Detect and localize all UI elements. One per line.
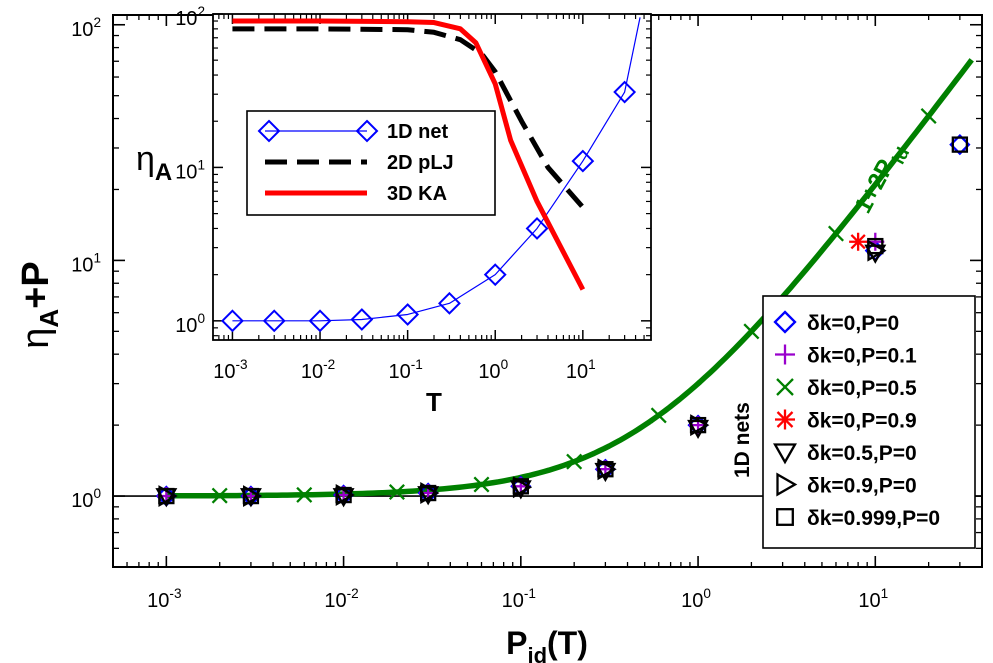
data-point-cross [827,225,844,242]
inset-x-axis-label: T [426,387,442,417]
legend-marker-cross [776,378,794,396]
legend-label: δk=0.5,P=0 [807,442,917,465]
legend-label: δk=0,P=0 [807,312,899,335]
inset-y-tick-label: 100 [175,311,205,337]
inset-legend-label: 3D KA [387,183,447,205]
main-legend-box [762,295,976,549]
data-point-square [335,486,352,504]
inset-y-tick-label: 102 [175,4,205,30]
inset-x-tick-label: 10-3 [213,357,247,383]
x-tick-label: 10-3 [147,586,181,612]
inset-plot: 10-3 10-2 10-1 100 101 100 101 102 1D net 2D pLJ 3… [136,4,652,417]
x-tick-label: 100 [681,586,711,612]
inset-y-tick-label: 101 [175,157,205,183]
inset-data-point-diamond [438,291,461,315]
inset-data-point-diamond [262,309,286,333]
x-tick-label: 101 [858,586,888,612]
legend-label: δk=0.9,P=0 [807,475,917,498]
inset-data-point-diamond [483,263,507,287]
legend-label: δk=0.999,P=0 [807,507,940,530]
legend-marker-star [775,409,795,430]
inset-data-point-diamond [525,217,549,240]
inset-data [221,17,641,333]
inset-data-point-diamond [396,303,420,326]
data-point-star [849,232,868,251]
inset-legend-label: 1D net [387,121,448,143]
data-point-cross [743,323,760,340]
inset-data-point-diamond [613,80,637,104]
inset-x-tick-label: 101 [566,357,596,383]
data-point-square [951,136,969,153]
inset-legend-box [246,110,496,216]
inset-line-solid-thick [232,18,586,291]
main-legend: δk=0,P=0 δk=0,P=0.1 δk=0,P=0.5 δk=0,P=0.9 δk… [731,295,976,549]
data-point-cross [473,476,490,493]
inset-y-axis-label: ηA [136,140,172,186]
inset-legend-label: 2D pLJ [387,152,454,174]
y-tick-label: 102 [71,15,101,41]
data-point-cross [296,486,313,503]
inset-line-dashed [232,26,585,209]
legend-marker-plus [775,344,795,365]
inset-legend-marker-diamond [257,119,281,143]
data-point-square [512,478,529,495]
inset-data-point-diamond [571,149,595,173]
legend-group-label: 1D nets [731,402,754,478]
inset-data-point-diamond [308,309,332,333]
x-axis-label: Pid(T) [506,625,588,663]
y-tick-label: 101 [71,250,101,276]
data-point-square [597,461,614,478]
inset-legend-marker-diamond [355,119,379,143]
inset-x-tick-label: 10-2 [301,357,335,383]
legend-marker-triangle-down [773,443,797,465]
data-point-square [242,487,260,505]
inset-data-point-diamond [221,309,244,333]
x-tick-label: 10-2 [324,586,358,612]
inset-x-tick-label: 100 [478,357,508,383]
inset-legend: 1D net 2D pLJ 3D KA [246,110,496,216]
data-point-square [689,416,707,434]
data-point-square [419,484,437,502]
legend-marker-square [776,508,794,526]
legend-label: δk=0,P=0.1 [807,345,917,368]
y-tick-label: 100 [71,486,101,512]
y-axis-label: ηA+P [15,261,64,348]
x-tick-label: 10-1 [502,586,536,612]
data-point-cross [388,484,405,501]
inset-line-thin-line-diamond [232,17,641,322]
data-point-cross [566,453,583,470]
data-point-cross [650,407,667,424]
inset-data-point-diamond [350,308,374,331]
inset-x-tick-label: 10-1 [388,357,422,383]
legend-label: δk=0,P=0.9 [807,410,917,433]
data-point-cross [211,487,228,504]
data-point-square [867,237,884,255]
legend-marker-triangle-right [776,472,798,497]
legend-marker-diamond [773,310,797,334]
data-point-square [158,487,175,505]
legend-label: δk=0,P=0.5 [807,377,917,400]
series-cross [211,107,937,504]
data-point-cross [920,107,937,125]
